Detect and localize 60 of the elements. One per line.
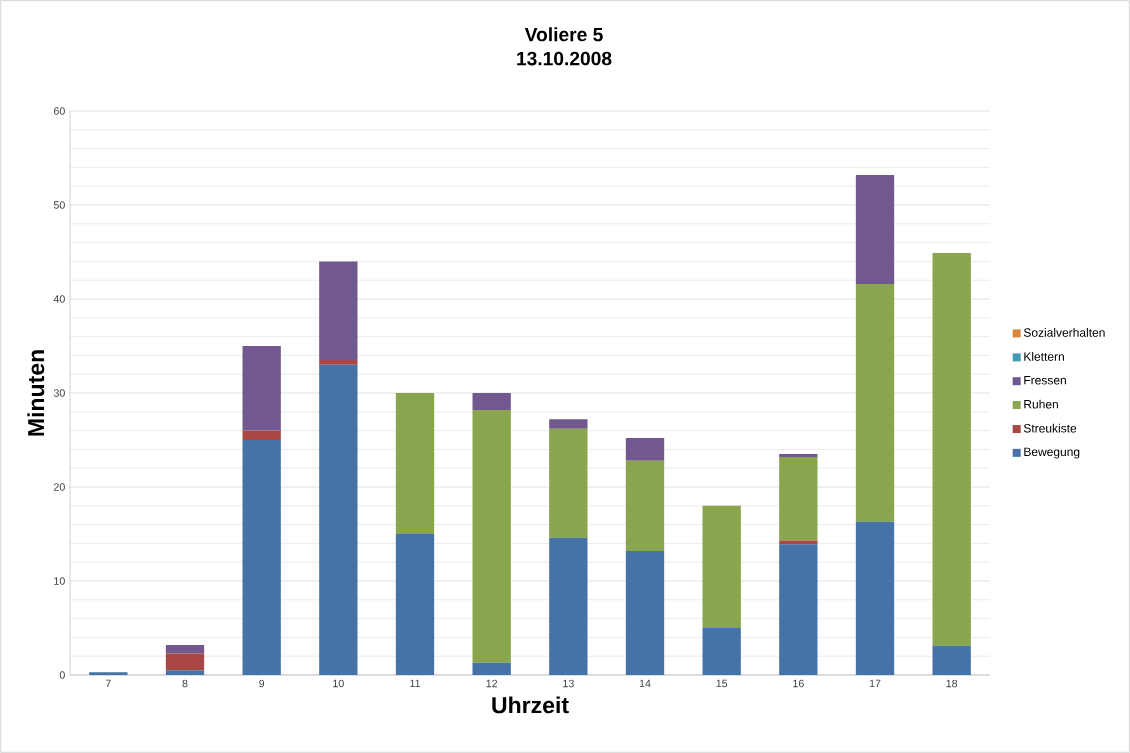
bar [779,454,818,457]
y-tick-label: 20 [53,483,65,491]
y-tick-label: 0 [59,671,65,679]
bar [549,428,588,538]
legend-label: Bewegung [1024,447,1080,459]
x-tick-label: 7 [105,679,111,688]
y-tick-label: 10 [54,577,65,585]
bar [165,670,205,675]
x-tick-label: 9 [259,679,265,688]
y-tick-label: 40 [53,295,65,303]
bar [242,440,281,675]
x-tick-label: 16 [793,679,804,688]
x-tick-label: 11 [410,679,421,688]
legend-label: Ruhen [1024,399,1058,409]
bar [472,662,511,675]
bar [625,460,665,551]
x-tick-label: 18 [946,679,958,688]
bar [702,505,741,628]
bar [625,550,665,675]
x-tick-label: 13 [563,679,574,688]
x-tick-label: 15 [716,679,728,688]
x-tick-label: 12 [486,679,498,688]
x-tick-label: 14 [639,679,651,688]
x-tick-label: 8 [182,679,188,688]
bar [855,174,895,284]
bar [165,644,205,654]
bar [855,521,895,675]
bar [932,252,971,646]
bar [319,364,358,675]
y-tick-label: 60 [53,107,65,115]
bar [319,261,358,361]
x-tick-label: 17 [869,679,881,688]
legend-label: Klettern [1024,352,1064,361]
bar [549,419,588,429]
bar [779,544,818,675]
bar [165,653,205,671]
chart-subtitle: 13.10.2008 [517,51,612,66]
bar [932,645,971,675]
bar [855,283,895,522]
bar [319,360,358,365]
bar [395,534,435,675]
bar [779,456,818,541]
legend-label: Streukiste [1023,423,1077,433]
x-tick-label: 10 [333,679,344,688]
bar [549,537,588,675]
bar [625,438,665,461]
bar [472,393,511,410]
bar [89,672,128,675]
y-tick-label: 50 [53,201,65,209]
bar [472,409,511,663]
y-axis-title: Minuten [27,350,45,436]
legend-label: Sozialverhalten [1023,328,1105,337]
bar [242,346,281,431]
legend-label: Fressen [1024,376,1066,385]
y-tick-label: 30 [53,389,65,397]
bar [702,628,741,675]
bar [395,393,435,534]
bar [242,430,281,440]
x-axis-title: Uhrzeit [492,696,569,714]
chart-title: Voliere 5 [524,27,603,42]
